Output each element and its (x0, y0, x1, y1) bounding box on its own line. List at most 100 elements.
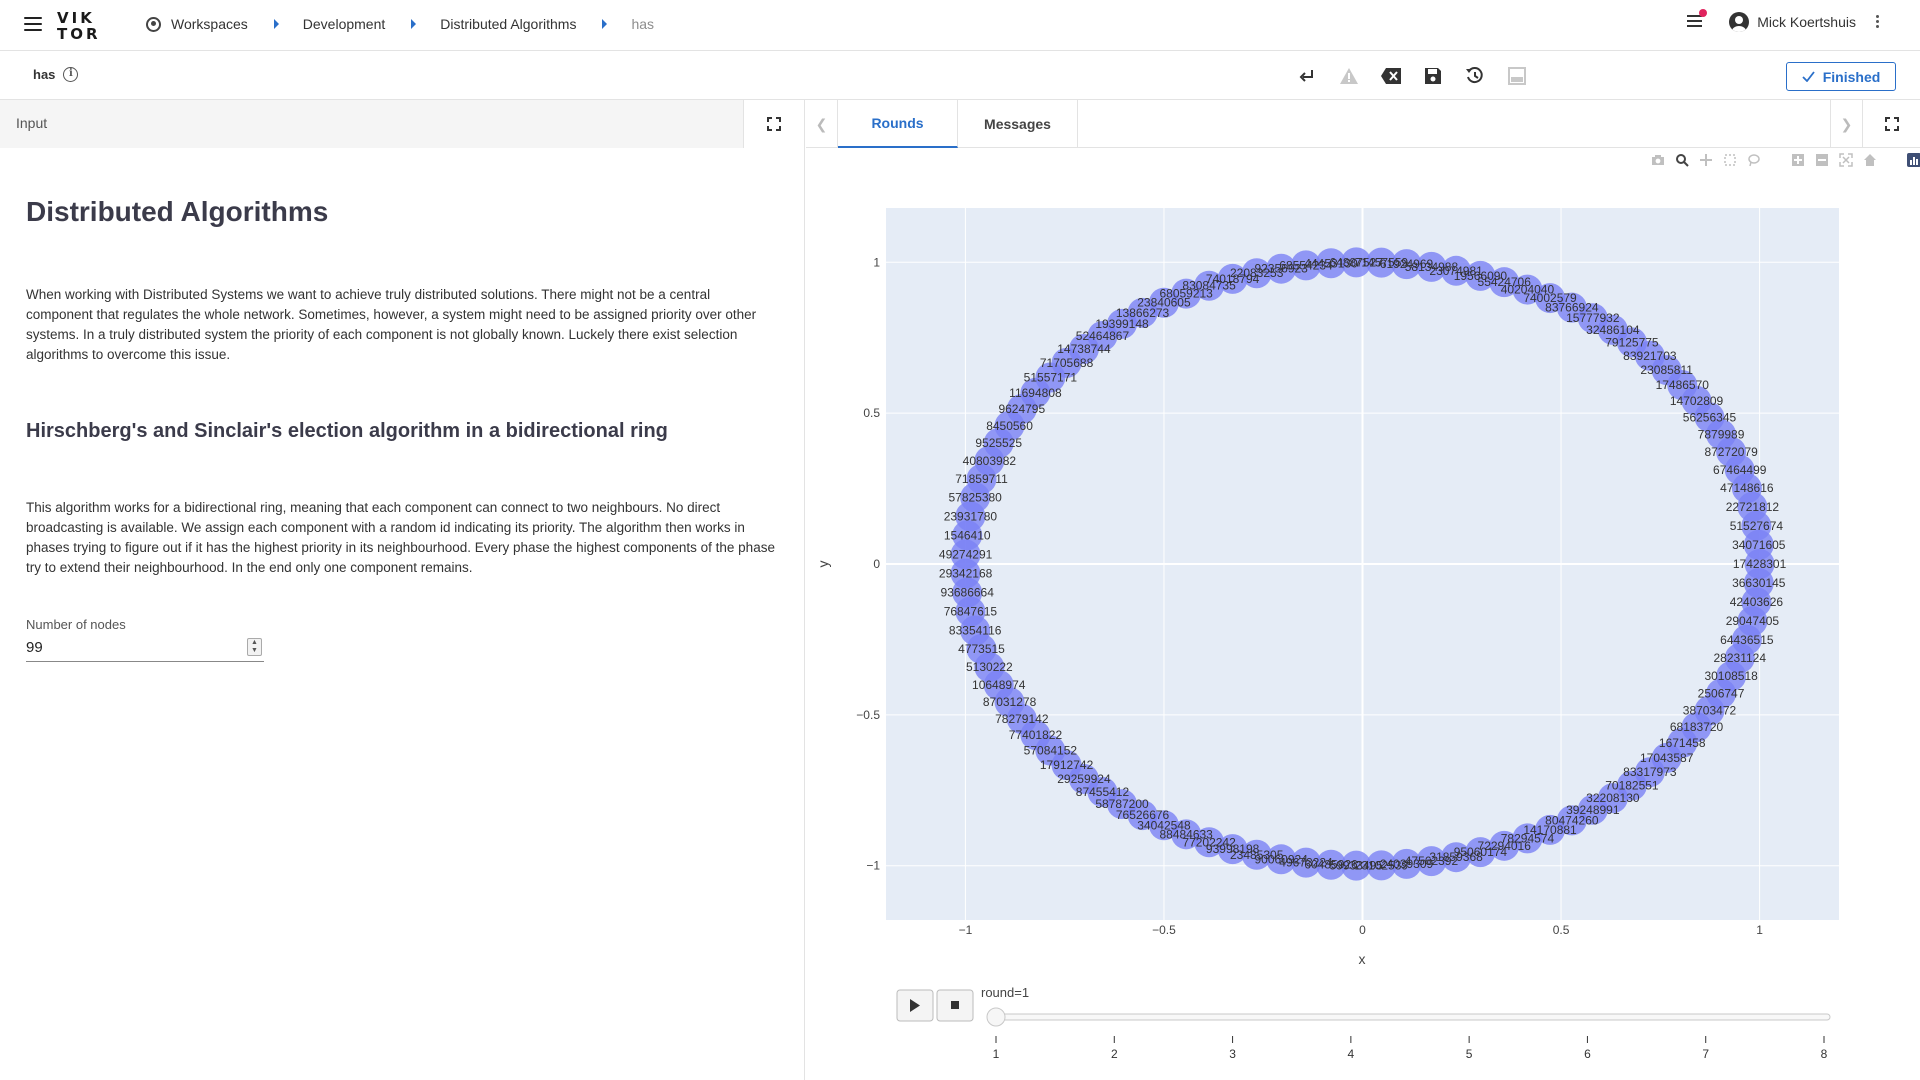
node-label: 76847615 (944, 605, 998, 619)
ring-node[interactable] (1465, 837, 1496, 868)
more-options-icon[interactable] (1876, 14, 1880, 30)
ring-node[interactable] (1194, 827, 1225, 858)
node-label: 1671458 (1659, 736, 1706, 750)
ring-node[interactable] (1489, 830, 1520, 861)
slider-step-label[interactable]: 2 (1111, 1047, 1118, 1061)
x-tick-label: −0.5 (1152, 923, 1176, 937)
finished-button[interactable]: Finished (1786, 62, 1896, 91)
ring-node[interactable] (1341, 850, 1372, 881)
warning-icon[interactable] (1338, 65, 1360, 87)
node-label: 23074981 (1429, 264, 1483, 278)
zoom-icon[interactable] (1674, 152, 1690, 168)
ring-node[interactable] (1535, 283, 1566, 314)
slider-step-label[interactable]: 7 (1702, 1047, 1709, 1061)
ring-node[interactable] (1366, 850, 1397, 881)
breadcrumb-distributed-algorithms[interactable]: Distributed Algorithms (440, 16, 576, 32)
zoom-in-icon[interactable] (1790, 152, 1806, 168)
ring-node[interactable] (1171, 819, 1202, 850)
intro-text: When working with Distributed Systems we… (26, 287, 757, 362)
node-label: 68059213 (1159, 287, 1213, 301)
slider-step-label[interactable]: 3 (1229, 1047, 1236, 1061)
slider-step-label[interactable]: 6 (1584, 1047, 1591, 1061)
clear-icon[interactable] (1380, 65, 1402, 87)
slider-step-label[interactable]: 1 (993, 1047, 1000, 1061)
ring-node[interactable] (1391, 848, 1422, 879)
ring-node[interactable] (1416, 846, 1447, 877)
slider-step-label[interactable]: 5 (1466, 1047, 1473, 1061)
tab-scroll-left-icon[interactable]: ❮ (806, 100, 838, 148)
lasso-select-icon[interactable] (1746, 152, 1762, 168)
ring-nodes[interactable] (950, 247, 1775, 881)
node-label: 39248991 (1566, 803, 1620, 817)
ring-node[interactable] (1441, 842, 1472, 873)
node-label: 77401822 (1009, 728, 1063, 742)
node-label: 17486570 (1656, 378, 1710, 392)
ring-node[interactable] (1341, 247, 1372, 278)
ring-node[interactable] (1194, 270, 1225, 301)
y-tick-label: −1 (866, 859, 880, 873)
plotly-logo-icon[interactable] (1906, 152, 1920, 168)
ring-node[interactable] (1416, 251, 1447, 282)
input-panel-header: Input (0, 100, 805, 148)
user-name[interactable]: Mick Koertshuis (1757, 14, 1856, 30)
zoom-out-icon[interactable] (1814, 152, 1830, 168)
enter-icon[interactable] (1296, 65, 1318, 87)
notifications-icon[interactable] (1685, 9, 1708, 32)
node-label: 17428301 (1733, 557, 1787, 571)
y-tick-label: −0.5 (856, 708, 880, 722)
ring-node[interactable] (1217, 263, 1248, 294)
ring-node[interactable] (1441, 255, 1472, 286)
node-label: 58787200 (1095, 797, 1149, 811)
rounds-plot[interactable]: −1 −0.5 0 0.5 1 −1 −0.5 0 0.5 1 17428301 34071605 5… (806, 148, 1920, 1080)
expand-result-button[interactable] (1862, 100, 1920, 148)
pan-icon[interactable] (1698, 152, 1714, 168)
ring-node[interactable] (1743, 568, 1774, 599)
slider-current-label: round=1 (981, 985, 1029, 1000)
save-icon[interactable] (1422, 65, 1444, 87)
ring-node[interactable] (1290, 250, 1321, 281)
node-label: 47148616 (1720, 481, 1774, 495)
ring-node[interactable] (1217, 834, 1248, 865)
breadcrumb-development[interactable]: Development (303, 16, 386, 32)
ring-node[interactable] (1489, 267, 1520, 298)
slider-handle[interactable] (986, 1007, 1006, 1027)
avatar[interactable] (1729, 12, 1750, 32)
number-of-nodes-input[interactable] (26, 639, 226, 656)
ring-node[interactable] (1241, 839, 1272, 870)
tab-scroll-right-icon[interactable]: ❯ (1830, 100, 1862, 148)
ring-node[interactable] (1266, 844, 1297, 875)
layout-icon[interactable] (1506, 65, 1528, 87)
autoscale-icon[interactable] (1838, 152, 1854, 168)
result-tabs: ❮ Rounds Messages ❯ (806, 100, 1920, 148)
slider-rail[interactable] (989, 1013, 1831, 1021)
entity-toolbar: has i Finished (0, 51, 1920, 100)
reset-axes-icon[interactable] (1862, 152, 1878, 168)
number-stepper[interactable]: ▲ ▼ (247, 638, 262, 656)
history-icon[interactable] (1464, 65, 1486, 87)
ring-node[interactable] (1266, 253, 1297, 284)
expand-input-button[interactable] (743, 100, 804, 148)
viktor-logo[interactable]: VIK TOR (57, 9, 101, 43)
node-label: 38703472 (1683, 704, 1737, 718)
breadcrumb-workspaces[interactable]: Workspaces (146, 16, 248, 32)
node-label: 83766924 (1545, 301, 1599, 315)
ring-node[interactable] (1366, 247, 1397, 278)
menu-icon[interactable] (24, 17, 42, 33)
ring-node[interactable] (1512, 823, 1543, 854)
slider-step-label[interactable]: 4 (1348, 1047, 1355, 1061)
ring-node[interactable] (1391, 249, 1422, 280)
ring-node[interactable] (1290, 847, 1321, 878)
slider-step-label[interactable]: 8 (1821, 1047, 1828, 1061)
info-icon[interactable]: i (63, 67, 79, 82)
ring-node[interactable] (1465, 260, 1496, 291)
node-label: 49673224 (1279, 856, 1333, 870)
node-label: 87272079 (1704, 445, 1758, 459)
ring-node[interactable] (1316, 248, 1347, 279)
tab-messages[interactable]: Messages (958, 100, 1078, 148)
box-select-icon[interactable] (1722, 152, 1738, 168)
ring-node[interactable] (1241, 258, 1272, 289)
ring-node[interactable] (1316, 849, 1347, 880)
tab-rounds[interactable]: Rounds (838, 100, 958, 148)
ring-node[interactable] (1512, 274, 1543, 305)
camera-icon[interactable] (1650, 152, 1666, 168)
